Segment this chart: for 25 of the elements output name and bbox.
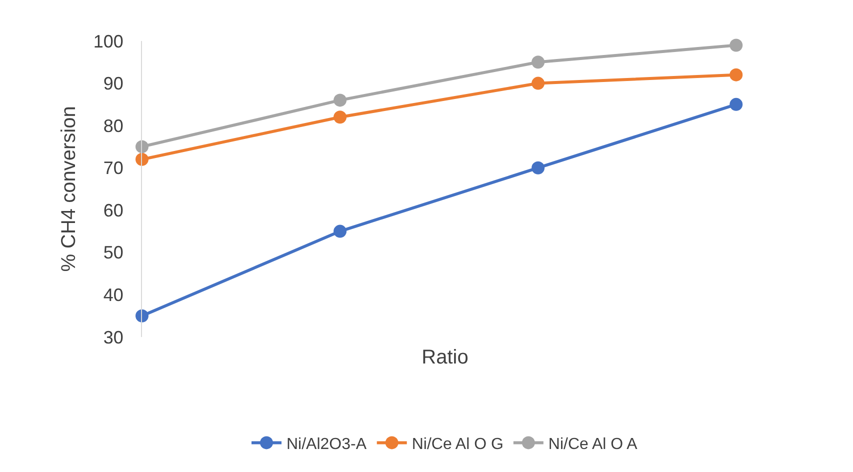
point xyxy=(532,76,545,90)
point xyxy=(532,56,545,69)
legend-label: Ni/Ce Al O A xyxy=(548,436,638,453)
y-tick-label: 70 xyxy=(103,158,124,178)
y-tick-label: 60 xyxy=(103,200,124,220)
point xyxy=(334,224,347,238)
point xyxy=(730,98,743,111)
point xyxy=(136,140,148,154)
y-tick-label: 90 xyxy=(103,74,124,94)
y-tick-label: 100 xyxy=(93,31,124,52)
y-tick-label: 50 xyxy=(103,242,124,263)
point xyxy=(532,161,545,174)
point xyxy=(730,68,743,82)
y-tick-label: 30 xyxy=(103,327,124,348)
point xyxy=(334,110,347,124)
y-tick-label: 80 xyxy=(103,116,124,136)
legend-label: Ni/Al2O3-A xyxy=(286,436,367,453)
point xyxy=(730,38,743,52)
y-axis-title: % CH4 conversion xyxy=(58,106,80,272)
point xyxy=(334,94,347,107)
y-tick-label: 40 xyxy=(103,285,124,306)
x-axis-title: Ratio xyxy=(422,346,468,368)
legend-label: Ni/Ce Al O G xyxy=(412,436,504,453)
point xyxy=(136,309,148,322)
point xyxy=(136,152,148,166)
